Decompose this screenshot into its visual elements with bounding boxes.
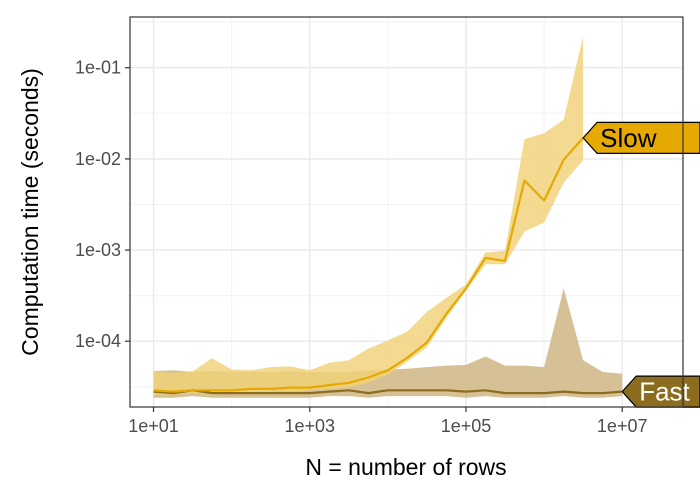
x-tick-label: 1e+03 xyxy=(284,416,335,436)
x-tick-label: 1e+05 xyxy=(441,416,492,436)
tag-label-slow: Slow xyxy=(600,123,657,153)
x-tick-label: 1e+01 xyxy=(128,416,179,436)
y-tick-label: 1e-04 xyxy=(75,331,121,351)
tag-label-fast: Fast xyxy=(639,377,690,407)
x-axis-title: N = number of rows xyxy=(305,454,506,480)
y-tick-label: 1e-03 xyxy=(75,240,121,260)
y-tick-label: 1e-01 xyxy=(75,58,121,78)
axes: 1e+01 1e+03 1e+05 1e+07 1e-04 1e-03 1e-02 1e-01 xyxy=(75,58,648,436)
line-slow xyxy=(153,137,584,393)
band-fast xyxy=(153,288,623,398)
line-fast xyxy=(153,389,623,395)
grid xyxy=(130,17,683,407)
tag-fast xyxy=(621,375,700,408)
y-tick-label: 1e-02 xyxy=(75,149,121,169)
tag-slow xyxy=(582,121,700,154)
x-tick-label: 1e+07 xyxy=(597,416,648,436)
plot-area xyxy=(153,36,623,398)
panel-border xyxy=(129,16,684,408)
y-axis-title: Computation time (seconds) xyxy=(17,68,43,356)
series-tags: Slow Fast xyxy=(582,121,700,408)
